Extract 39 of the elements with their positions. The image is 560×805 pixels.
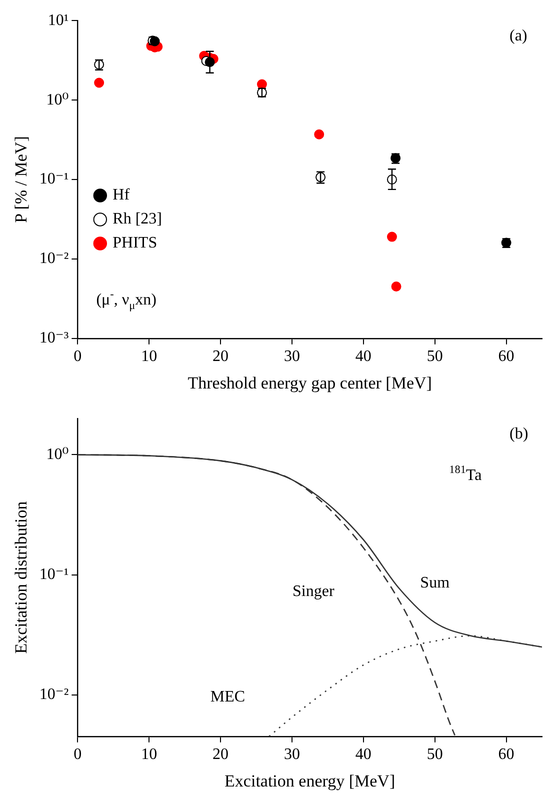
y-tick-label: 10⁰ [46,91,69,108]
x-tick-label: 10 [141,746,158,764]
annotation: (b) [509,426,528,443]
x-tick-label: 0 [74,746,82,764]
y-tick-label: 10⁻¹ [39,170,69,188]
x-tick-label: 10 [141,348,158,366]
y-tick-label: 10¹ [48,12,69,29]
x-tick-label: 60 [498,348,514,366]
x-tick-label: 30 [284,746,300,764]
point [94,78,104,88]
legend-label: PHITS [112,234,158,252]
x-tick-label: 20 [212,746,229,764]
x-tick-label: 60 [498,746,514,764]
y-tick-label: 10⁻¹ [39,566,69,583]
y-axis-title: P [% / MeV] [12,136,31,223]
annotation: (a) [509,28,528,45]
y-tick-label: 10⁻² [39,250,69,268]
text: Singer [292,583,335,600]
point [314,129,324,140]
x-tick-label: 30 [284,348,300,366]
x-axis-title: Threshold energy gap center [MeV] [188,373,432,392]
x-tick-label: 20 [212,348,229,366]
x-tick-label: 0 [74,348,82,366]
series-label: Sum [420,574,450,592]
point [256,79,267,90]
x-tick-label: 40 [355,348,372,366]
x-axis-title: Excitation energy [MeV] [224,771,396,790]
x-tick-label: 50 [426,746,443,764]
y-tick-label: 10⁻² [39,686,69,703]
legend-label: Hf [112,186,130,204]
y-axis-title: Excitation distribution [12,500,31,654]
point [386,232,397,242]
point [391,282,402,292]
y-tick-label: 10⁰ [46,446,69,463]
x-tick-label: 40 [355,746,372,764]
legend-label: Rh [23] [112,210,162,228]
text: MEC [210,688,245,706]
x-tick-label: 50 [426,348,443,366]
y-tick-label: 10⁻³ [39,330,69,347]
